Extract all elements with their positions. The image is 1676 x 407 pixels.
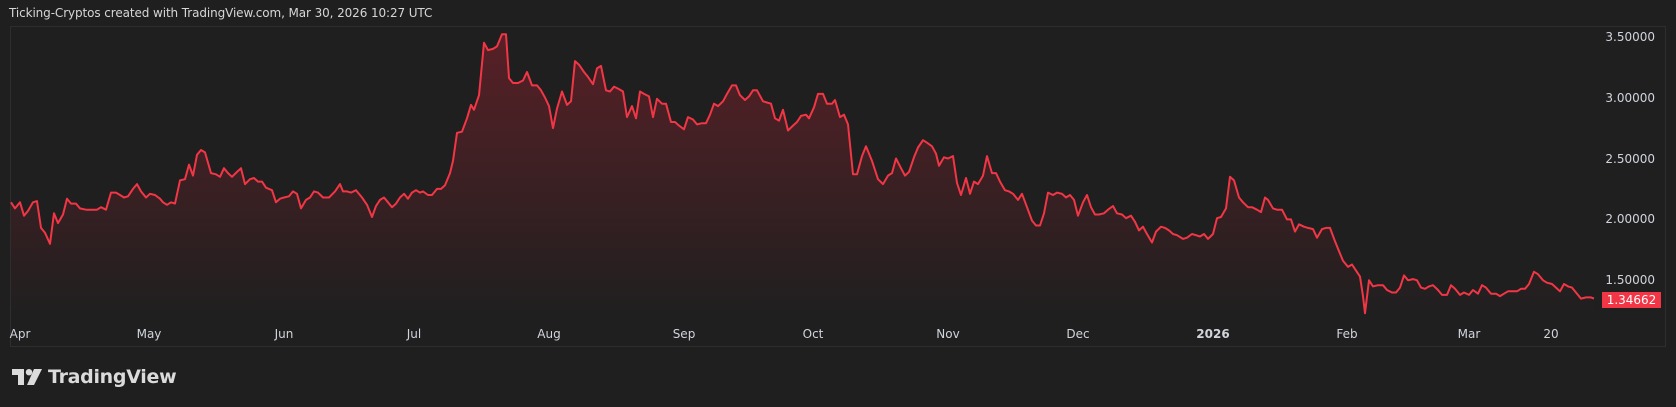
- tradingview-logo-text: TradingView: [48, 366, 177, 388]
- chart-frame: [10, 26, 1666, 347]
- x-axis-tick-label: Jul: [406, 327, 422, 341]
- x-axis-tick-label: Aug: [537, 327, 561, 341]
- x-axis-tick-label: 20: [1543, 327, 1559, 341]
- x-axis-tick-label: 2026: [1196, 327, 1230, 341]
- x-axis-tick-label: Sep: [672, 327, 696, 341]
- x-axis-tick-label: Oct: [802, 327, 824, 341]
- y-axis-tick-label: 2.50000: [1605, 151, 1655, 166]
- y-axis-tick-label: 1.50000: [1605, 273, 1655, 288]
- y-axis-tick-label: 2.00000: [1605, 212, 1655, 227]
- y-axis-tick-label: 3.50000: [1605, 29, 1655, 44]
- x-axis-tick-label: Jun: [274, 327, 294, 341]
- x-axis-tick-label: Dec: [1066, 327, 1090, 341]
- tradingview-logo-icon: [12, 369, 42, 385]
- price-area-fill: [11, 34, 1594, 319]
- x-axis-tick-label: Mar: [1457, 327, 1481, 341]
- price-line: [10, 33, 1595, 315]
- x-axis-tick-label: Nov: [936, 327, 960, 341]
- x-axis-tick-label: Apr: [9, 327, 31, 341]
- tradingview-logo[interactable]: TradingView: [12, 366, 177, 388]
- x-axis-tick-label: May: [136, 327, 162, 341]
- x-axis-tick-label: Feb: [1336, 327, 1358, 341]
- chart-caption: Ticking-Cryptos created with TradingView…: [9, 6, 433, 20]
- y-axis-tick-label: 3.00000: [1605, 90, 1655, 105]
- last-price-tag: 1.34662: [1602, 292, 1661, 308]
